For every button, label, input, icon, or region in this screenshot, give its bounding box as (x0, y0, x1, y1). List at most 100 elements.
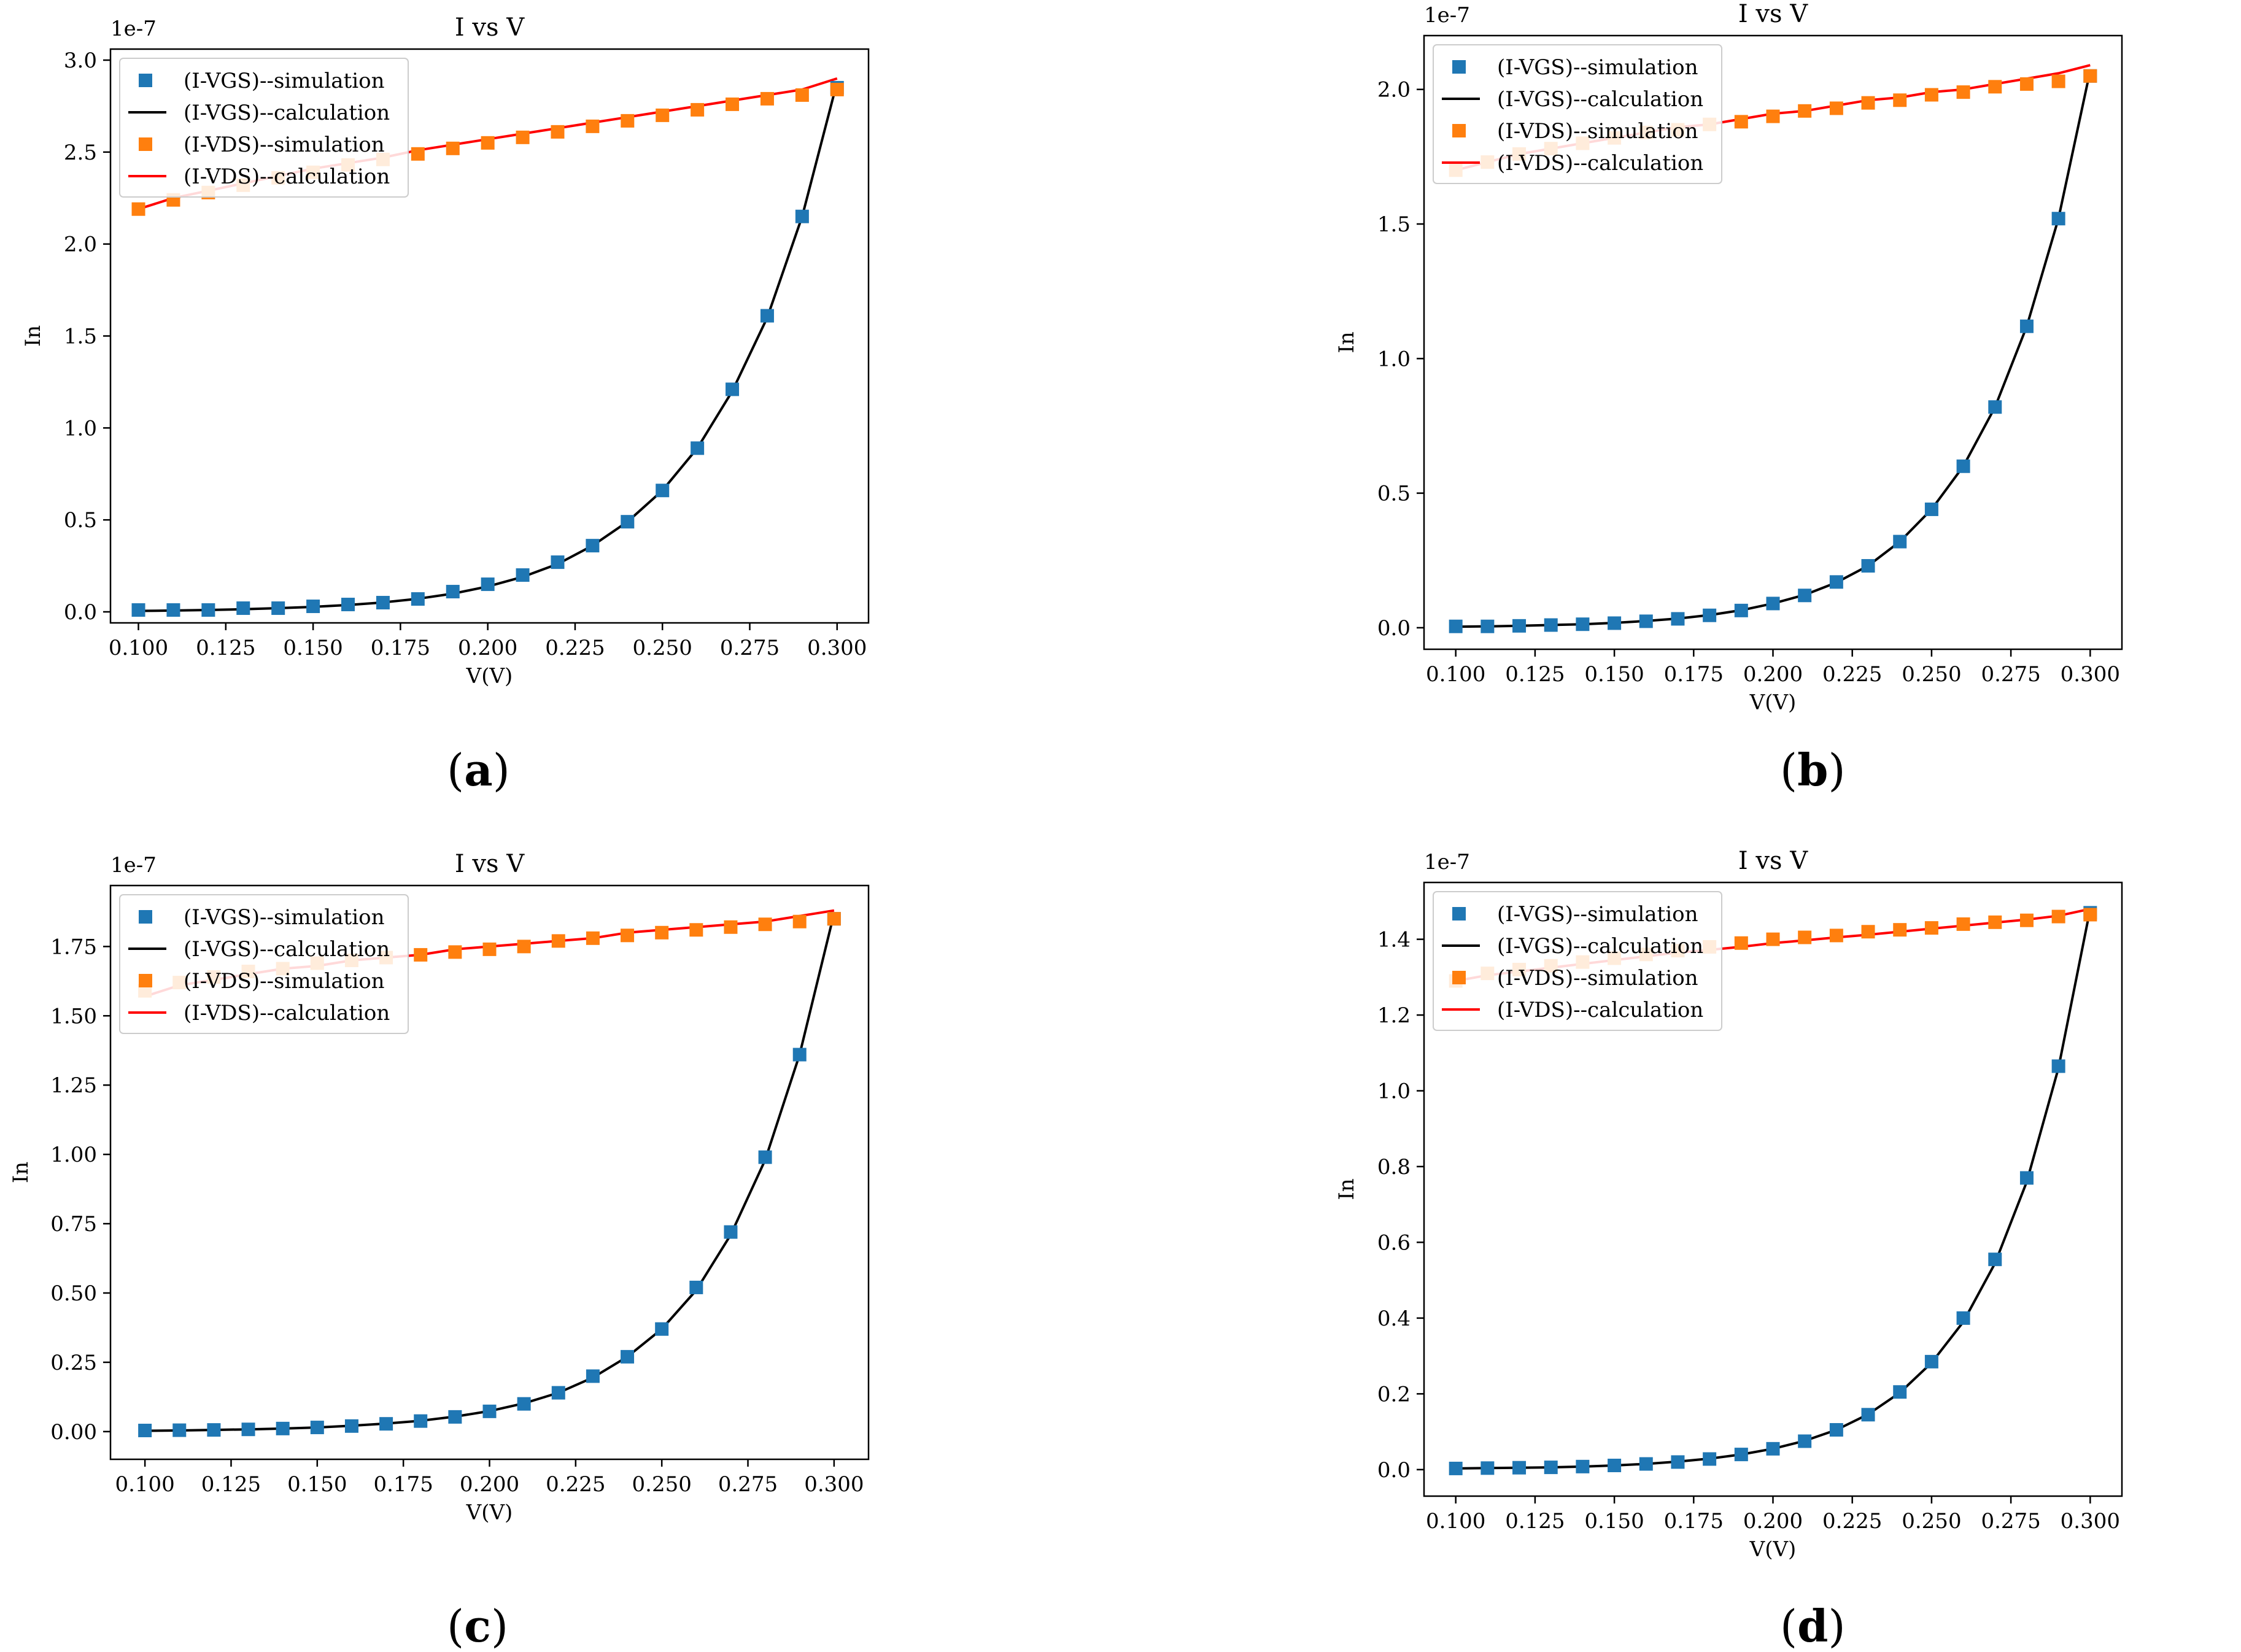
y-tick-label: 1.5 (1377, 212, 1411, 237)
data-point (1639, 1457, 1653, 1471)
y-tick-label: 0.6 (1377, 1230, 1411, 1255)
y-tick-label: 0.25 (50, 1351, 97, 1375)
data-point (1671, 1455, 1685, 1469)
legend-marker (1452, 971, 1466, 984)
x-tick-label: 0.150 (1584, 1509, 1644, 1534)
data-point (795, 88, 809, 102)
legend-marker (139, 74, 152, 87)
x-tick-label: 0.125 (1505, 1509, 1565, 1534)
legend-box (1433, 891, 1722, 1031)
x-tick-label: 0.175 (1664, 1509, 1724, 1534)
data-point (1956, 85, 1970, 99)
data-point (411, 147, 425, 161)
data-point (1924, 502, 1938, 516)
legend-label: (I-VDS)--calculation (184, 1001, 390, 1025)
x-tick-label: 0.125 (1505, 662, 1565, 687)
x-tick-label: 0.250 (1902, 1509, 1961, 1534)
data-point (827, 912, 841, 926)
legend: (I-VGS)--simulation (I-VGS)--calculation (… (119, 894, 409, 1034)
data-point (1608, 1459, 1622, 1472)
x-tick-label: 0.225 (546, 1472, 605, 1497)
data-point (1798, 1434, 1812, 1448)
data-point (1734, 115, 1748, 129)
legend-marker (1452, 60, 1466, 74)
y-tick-label: 1.4 (1377, 928, 1411, 952)
y-tick-label: 0.0 (1377, 1458, 1411, 1483)
axis-offset-text: 1e-7 (1424, 3, 1470, 28)
data-point (726, 97, 740, 111)
data-point (1798, 104, 1812, 118)
data-point (1512, 1461, 1527, 1475)
data-point (1639, 614, 1653, 628)
plot-frame (109, 884, 870, 1461)
data-point (306, 600, 320, 614)
data-point (691, 441, 705, 455)
data-point (172, 1423, 187, 1437)
data-point (379, 1417, 393, 1431)
data-point (1798, 930, 1812, 944)
x-tick-label: 0.250 (1902, 662, 1961, 687)
data-point (758, 917, 772, 932)
legend: (I-VGS)--simulation (I-VGS)--calculation (… (119, 58, 409, 198)
data-point (1766, 1442, 1780, 1456)
data-point (689, 1280, 703, 1294)
data-point (724, 1225, 738, 1239)
legend-marker (1452, 124, 1466, 137)
y-tick-label: 1.5 (64, 325, 97, 349)
y-tick-label: 0.0 (64, 600, 97, 625)
data-point (166, 603, 180, 617)
data-point (1861, 559, 1875, 573)
data-point (2051, 212, 2065, 226)
legend-label: (I-VDS)--simulation (1497, 966, 1698, 990)
panel-caption-c: (c) (447, 1600, 509, 1652)
y-axis-label: In (21, 325, 45, 347)
data-point (516, 130, 530, 144)
data-point (726, 382, 740, 396)
y-axis-label: In (1334, 1178, 1359, 1200)
data-point (517, 940, 531, 954)
legend-label: (I-VGS)--calculation (1497, 934, 1703, 959)
data-point (201, 603, 215, 617)
y-tick-label: 1.50 (50, 1004, 97, 1029)
panel-caption-letter: c (464, 1600, 491, 1652)
y-axis-label: In (1334, 331, 1359, 353)
data-point (724, 920, 738, 934)
data-point (551, 934, 565, 948)
data-point (207, 1423, 221, 1437)
data-point (2019, 1171, 2034, 1185)
data-point (551, 555, 565, 569)
data-point (241, 1422, 255, 1437)
data-point (1956, 917, 1970, 931)
legend-marker (139, 137, 152, 151)
panel-caption-letter: a (464, 744, 493, 796)
data-point (1893, 93, 1907, 107)
data-point (551, 1386, 565, 1400)
chart-b: I vs V 1e-7 0.100 0.125 0.150 0.175 0.200 0.225… (1334, 0, 2123, 715)
x-tick-label: 0.250 (633, 636, 692, 660)
data-point (760, 91, 774, 106)
x-tick-label: 0.125 (196, 636, 255, 660)
data-point (1608, 616, 1622, 630)
y-tick-label: 2.0 (1377, 78, 1411, 102)
legend-label: (I-VDS)--calculation (184, 164, 390, 189)
data-point (1449, 619, 1463, 633)
data-point (2019, 913, 2034, 927)
data-point (1924, 88, 1938, 102)
data-point (792, 914, 807, 928)
legend: (I-VGS)--simulation (I-VGS)--calculation (… (1433, 44, 1722, 184)
legend-box (1433, 44, 1722, 184)
data-point (376, 596, 390, 610)
y-tick-label: 0.2 (1377, 1382, 1411, 1407)
x-tick-label: 0.200 (458, 636, 517, 660)
data-point (1956, 459, 1970, 473)
x-axis-label: V(V) (1749, 690, 1797, 715)
data-point (551, 125, 565, 139)
data-point (1861, 96, 1875, 110)
legend-label: (I-VDS)--calculation (1497, 151, 1703, 176)
data-point (481, 136, 495, 150)
data-point (2083, 908, 2097, 922)
y-tick-label: 1.0 (1377, 1079, 1411, 1104)
chart-panel-d: I vs V 1e-7 0.100 0.125 0.150 0.175 0.200 0.225… (1120, 825, 2241, 1652)
chart-c: I vs V 1e-7 0.100 0.125 0.150 0.175 0.200 0.225… (9, 850, 870, 1525)
